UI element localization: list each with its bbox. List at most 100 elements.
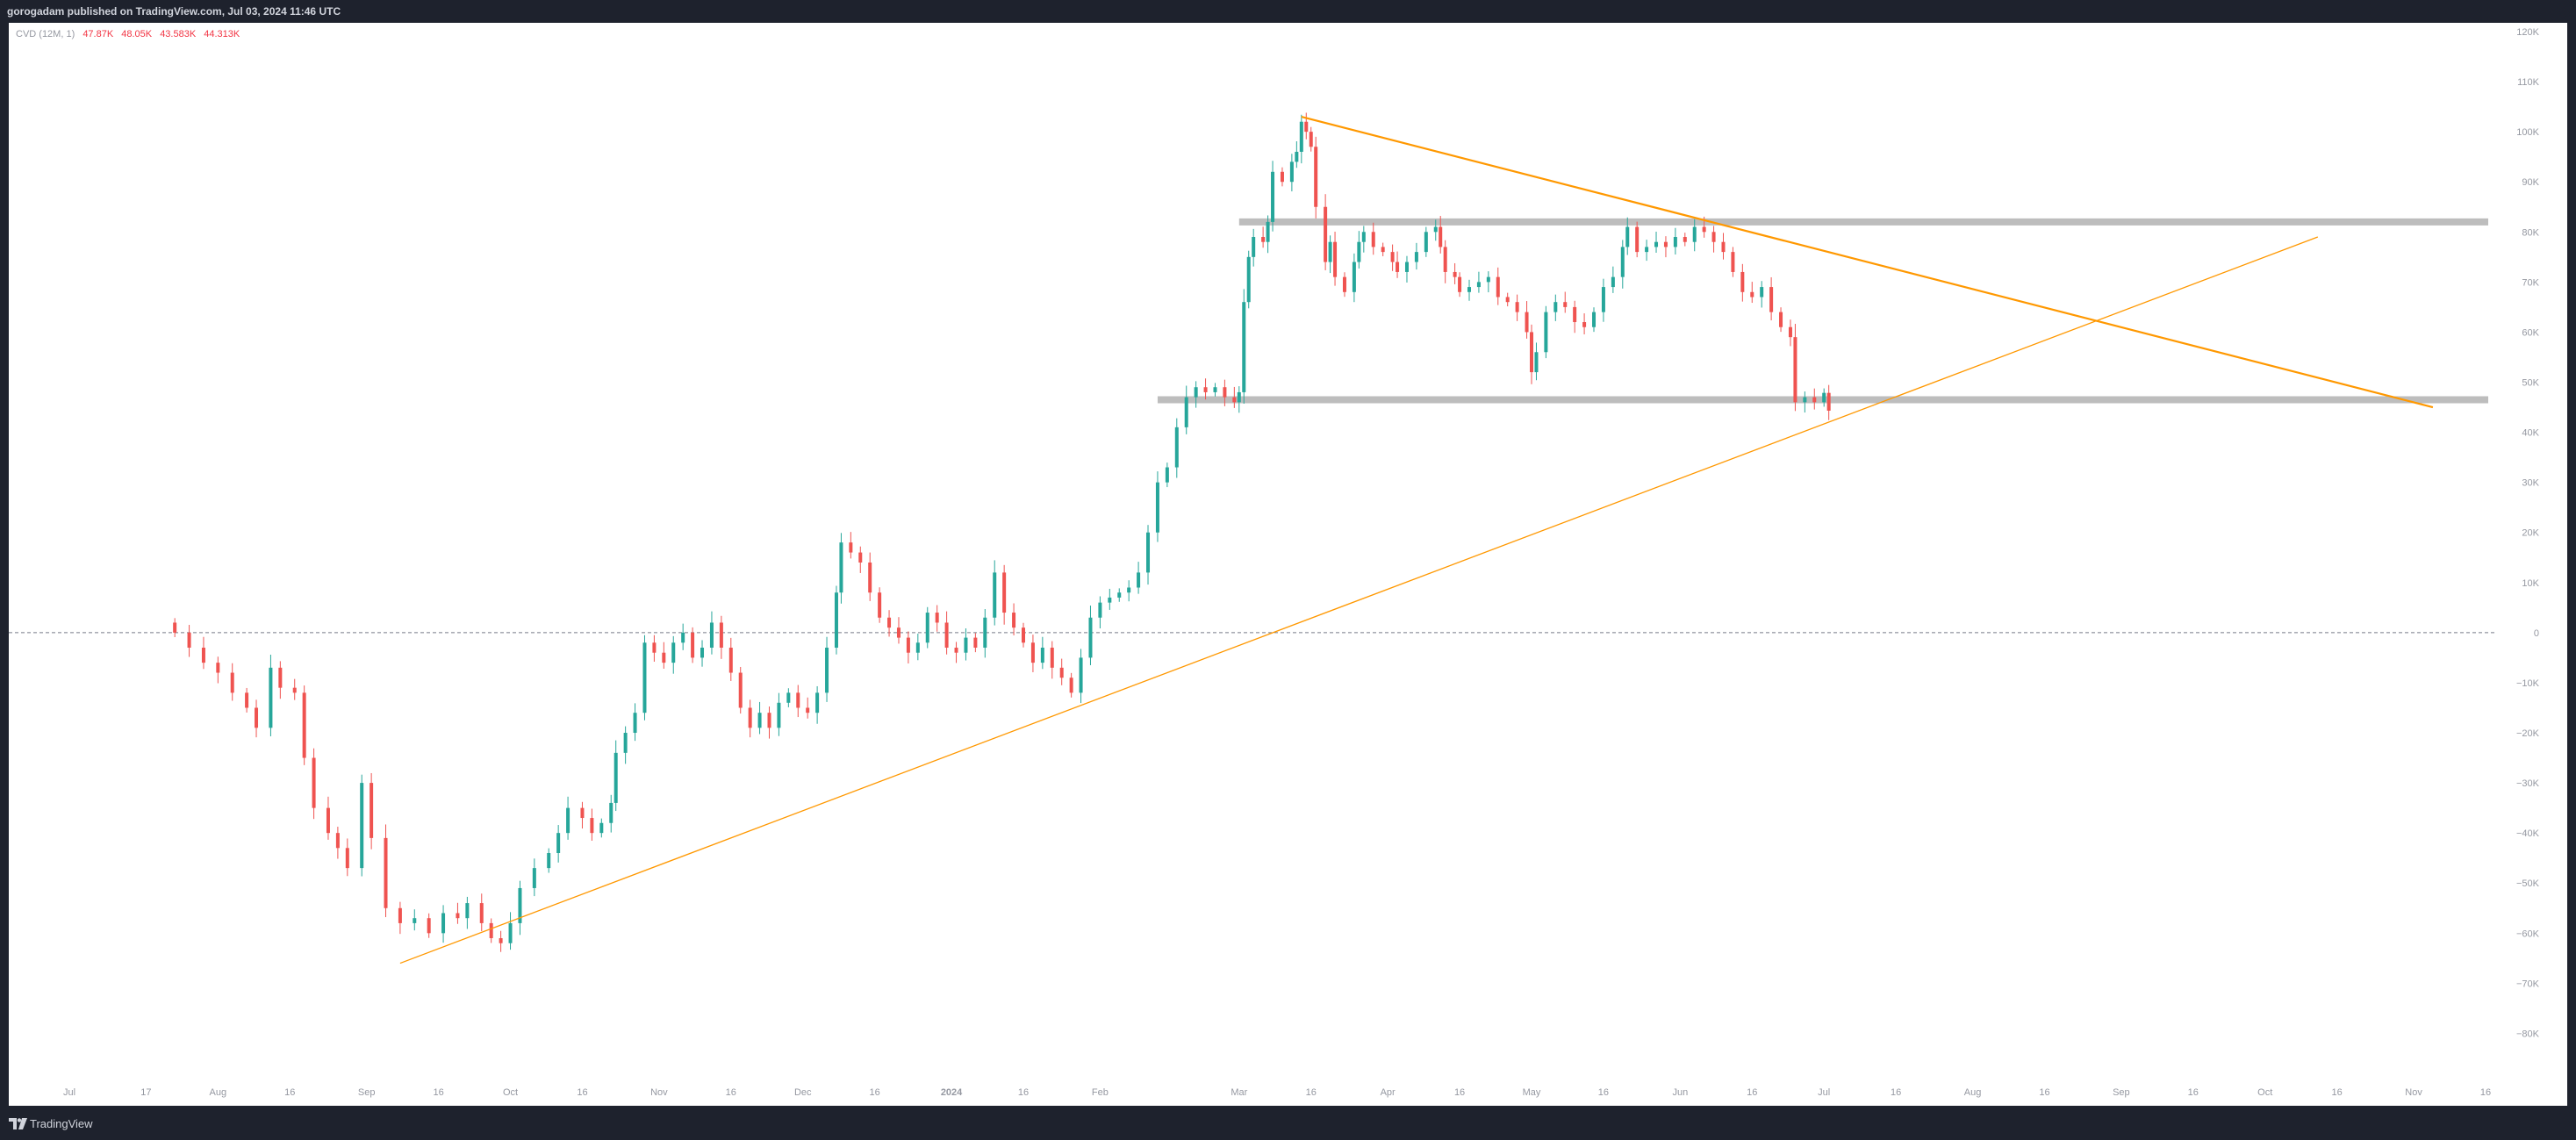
candle-body <box>614 752 618 803</box>
candle-body <box>1433 226 1438 233</box>
candle-body <box>1146 532 1151 573</box>
candle <box>1127 580 1131 602</box>
candle <box>278 661 283 699</box>
candle-body <box>1424 232 1428 253</box>
candle <box>1174 418 1179 478</box>
candle-body <box>278 667 283 688</box>
candle <box>599 818 604 838</box>
candle-body <box>566 807 570 834</box>
candle <box>1381 242 1385 256</box>
candle-body <box>1467 287 1471 292</box>
candle-body <box>1534 352 1539 373</box>
candle <box>1443 240 1447 283</box>
candle-body <box>935 613 939 623</box>
candle-body <box>806 707 810 713</box>
x-tick-label: May <box>1523 1087 1541 1098</box>
candle-body <box>609 802 614 823</box>
y-tick-label: 30K <box>2522 478 2539 489</box>
x-tick-label: 16 <box>1454 1087 1465 1098</box>
candle <box>1645 240 1649 262</box>
candle-body <box>1439 226 1443 247</box>
candle-body <box>944 622 949 648</box>
candle-body <box>1601 287 1605 312</box>
candle-body <box>292 687 297 693</box>
candle <box>1390 244 1395 271</box>
candle <box>1069 672 1073 698</box>
candle-body <box>599 822 604 834</box>
candle-body <box>1127 587 1131 593</box>
y-tick-label: 70K <box>2522 277 2539 288</box>
x-tick-label: Oct <box>2257 1087 2272 1098</box>
candle <box>642 635 647 721</box>
candle <box>1357 231 1361 269</box>
candle-body <box>465 903 470 919</box>
candle-body <box>1261 237 1266 242</box>
candle-body <box>1496 276 1500 298</box>
candle <box>1246 250 1251 309</box>
candle-body <box>1750 291 1754 298</box>
candle-body <box>757 713 762 728</box>
candle <box>964 628 968 661</box>
cvd-chart[interactable]: 120K 110K 100K 90K 80K 70K 60K 50K 40K 30K 20K 10K 0… <box>9 23 2567 1106</box>
candle-body <box>1079 657 1083 693</box>
candle <box>1371 222 1375 255</box>
candle <box>1414 242 1418 270</box>
candle-body <box>1361 232 1366 242</box>
candle-body <box>1525 312 1529 333</box>
candle <box>302 685 306 765</box>
candle <box>1620 240 1625 289</box>
candle-body <box>1203 387 1208 392</box>
candle-body <box>1620 247 1625 277</box>
candle-body <box>1721 241 1726 253</box>
candle-body <box>1625 226 1630 247</box>
candle-body <box>1793 337 1797 403</box>
y-tick-label: 100K <box>2516 127 2539 138</box>
candle-body <box>1309 132 1313 147</box>
footer-bar <box>0 1106 2576 1140</box>
chart-pane[interactable]: 120K 110K 100K 90K 80K 70K 60K 50K 40K 30K 20K 10K 0… <box>9 23 2567 1106</box>
candle-body <box>1573 306 1577 323</box>
candle <box>479 893 484 932</box>
candle <box>427 913 431 938</box>
candle-body <box>825 648 829 693</box>
candle-body <box>839 542 843 593</box>
candle-body <box>815 692 820 713</box>
candle <box>1563 291 1568 313</box>
tradingview-logo-icon <box>9 1118 27 1129</box>
candle-body <box>1040 648 1044 663</box>
candle <box>1098 596 1102 629</box>
candle-body <box>1237 391 1241 403</box>
candle-body <box>738 672 743 708</box>
candle-body <box>642 642 647 713</box>
candle-body <box>312 757 316 808</box>
candle-body <box>1505 297 1510 303</box>
candle <box>1826 384 1831 420</box>
candle <box>370 772 374 850</box>
candle-body <box>580 807 585 819</box>
candle-body <box>302 692 306 758</box>
indicator-label[interactable]: CVD (12M, 1) <box>16 29 75 39</box>
x-tick-label: Sep <box>358 1087 376 1098</box>
candle <box>738 666 743 714</box>
y-tick-label: −10K <box>2516 678 2540 689</box>
candle-body <box>700 648 705 658</box>
candle-body <box>1563 302 1568 307</box>
candle <box>590 808 594 842</box>
candle-body <box>1414 252 1418 262</box>
y-tick-label: −50K <box>2516 878 2540 889</box>
candle <box>580 801 585 829</box>
candle-body <box>1137 572 1141 588</box>
candle-body <box>384 837 388 908</box>
candle <box>345 838 349 877</box>
candle <box>887 610 892 637</box>
candle <box>1309 126 1313 152</box>
candle-body <box>1654 241 1659 247</box>
candle-body <box>1453 271 1457 277</box>
candle-body <box>1673 237 1677 247</box>
candle-body <box>993 572 997 618</box>
candle-body <box>1246 256 1251 303</box>
candle-body <box>633 713 637 734</box>
candle <box>757 701 762 735</box>
candle-body <box>201 648 205 663</box>
candle-body <box>719 622 723 648</box>
